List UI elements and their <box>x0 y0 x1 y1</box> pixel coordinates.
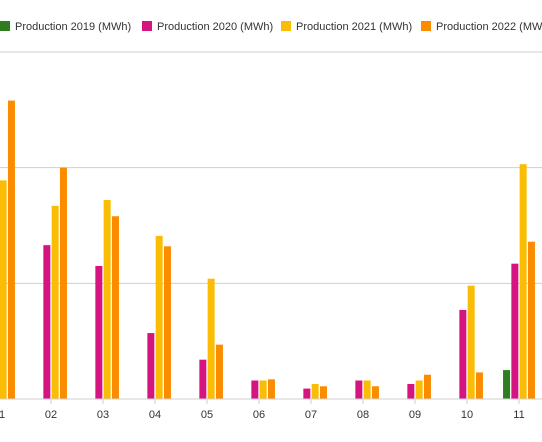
bar-03-series-2[interactable] <box>95 265 103 399</box>
x-tick-label-10: 10 <box>461 409 473 421</box>
bar-06-series-4[interactable] <box>267 379 275 399</box>
bar-03-series-3[interactable] <box>103 200 111 399</box>
bar-05-series-3[interactable] <box>207 278 215 399</box>
legend-label-3[interactable]: Production 2021 (MWh) <box>296 21 412 33</box>
bar-09-series-3[interactable] <box>415 380 423 399</box>
bar-09-series-2[interactable] <box>407 383 415 399</box>
legend-swatch-2 <box>142 21 152 31</box>
bar-11-series-3[interactable] <box>519 164 527 399</box>
bar-04-series-2[interactable] <box>147 333 155 399</box>
bar-07-series-3[interactable] <box>311 383 319 399</box>
x-tick-label-06: 06 <box>253 409 265 421</box>
bar-05-series-2[interactable] <box>199 359 207 399</box>
x-tick-label-09: 09 <box>409 409 421 421</box>
bar-06-series-3[interactable] <box>259 380 267 399</box>
bar-04-series-4[interactable] <box>163 246 171 399</box>
bar-06-series-2[interactable] <box>251 380 259 399</box>
bar-07-series-2[interactable] <box>303 388 311 399</box>
bar-10-series-4[interactable] <box>475 372 483 399</box>
x-tick-label-04: 04 <box>149 409 161 421</box>
legend-label-1[interactable]: Production 2019 (MWh) <box>15 21 131 33</box>
gridlines <box>0 51 542 284</box>
bars <box>0 100 535 399</box>
bar-08-series-2[interactable] <box>355 380 363 399</box>
legend-label-2[interactable]: Production 2020 (MWh) <box>157 21 273 33</box>
bar-02-series-2[interactable] <box>43 245 51 399</box>
bar-07-series-4[interactable] <box>319 386 327 399</box>
bar-08-series-4[interactable] <box>371 386 379 399</box>
bar-09-series-4[interactable] <box>423 374 431 399</box>
bar-08-series-3[interactable] <box>363 380 371 399</box>
bar-10-series-3[interactable] <box>467 285 475 399</box>
legend-label-4[interactable]: Production 2022 (MWh) <box>436 21 542 33</box>
bar-01-series-3[interactable] <box>0 180 7 399</box>
legend: Production 2019 (MWh) Production 2020 (MW… <box>0 21 542 33</box>
x-tick-label-02: 02 <box>45 409 57 421</box>
bar-03-series-4[interactable] <box>111 216 119 399</box>
bar-11-series-2[interactable] <box>511 263 519 399</box>
bar-10-series-2[interactable] <box>459 309 467 399</box>
x-tick-label-05: 05 <box>201 409 213 421</box>
bar-11-series-1[interactable] <box>503 370 511 399</box>
bar-02-series-4[interactable] <box>59 167 67 399</box>
legend-swatch-1 <box>0 21 10 31</box>
x-tick-label-11: 11 <box>513 409 524 421</box>
legend-swatch-3 <box>281 21 291 31</box>
bar-05-series-4[interactable] <box>215 344 223 399</box>
x-tick-label-01: 01 <box>0 409 5 421</box>
bar-01-series-4[interactable] <box>7 100 15 399</box>
x-tick-label-03: 03 <box>97 409 109 421</box>
bar-04-series-3[interactable] <box>155 235 163 399</box>
bar-02-series-3[interactable] <box>51 205 59 399</box>
x-axis: 01 02 03 04 05 06 07 08 09 10 11 <box>0 398 542 421</box>
x-tick-label-07: 07 <box>305 409 317 421</box>
bar-11-series-4[interactable] <box>527 241 535 399</box>
legend-swatch-4 <box>421 21 431 31</box>
x-tick-label-08: 08 <box>357 409 369 421</box>
